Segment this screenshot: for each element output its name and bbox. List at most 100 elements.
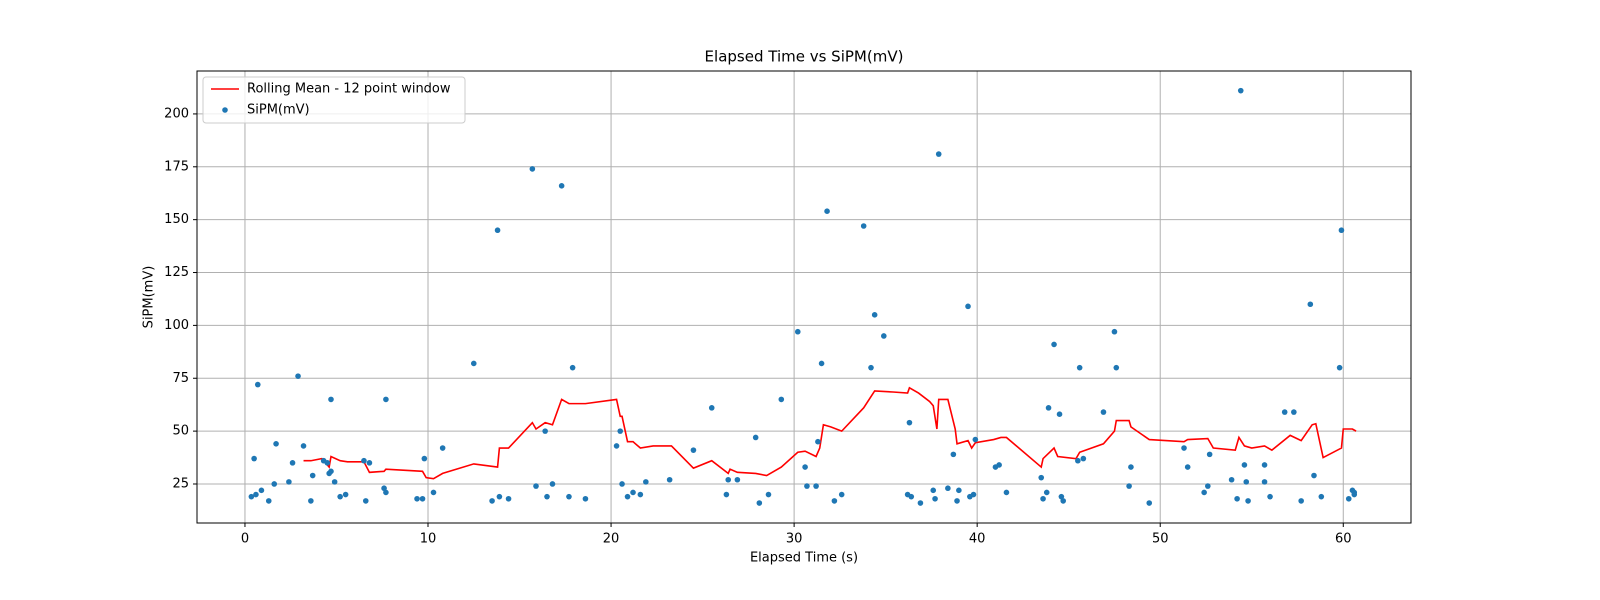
data-point <box>1298 498 1304 504</box>
y-tick-label: 100 <box>164 318 189 333</box>
data-point <box>414 495 420 502</box>
data-point <box>752 434 759 441</box>
data-point <box>383 396 389 403</box>
data-point <box>1058 493 1065 500</box>
data-point <box>860 223 867 229</box>
data-point <box>956 487 962 494</box>
data-point <box>932 495 938 502</box>
y-axis-label: SiPM(mV) <box>142 266 157 329</box>
legend-label: SiPM(mV) <box>247 103 310 118</box>
data-point <box>965 303 971 310</box>
data-point <box>295 373 301 379</box>
data-point <box>430 489 437 496</box>
data-point <box>908 493 915 500</box>
data-point <box>1100 409 1107 415</box>
data-point <box>725 476 732 483</box>
data-point <box>831 498 838 504</box>
data-point <box>1040 495 1046 502</box>
data-point <box>1234 495 1240 502</box>
data-point <box>954 498 960 504</box>
data-point <box>1038 474 1045 481</box>
data-point <box>529 166 536 172</box>
data-point <box>328 396 334 403</box>
data-point <box>533 483 539 489</box>
data-point <box>258 487 265 494</box>
data-point <box>1184 464 1191 470</box>
data-point <box>613 443 620 449</box>
data-point <box>1076 364 1083 371</box>
data-point <box>1338 227 1345 234</box>
data-point <box>723 491 730 498</box>
data-point <box>765 491 772 498</box>
data-point <box>690 447 697 453</box>
data-point <box>439 445 446 451</box>
data-point <box>286 479 292 485</box>
x-tick-label: 30 <box>786 532 803 547</box>
data-point <box>366 460 373 466</box>
data-point <box>630 489 636 496</box>
data-point <box>756 500 763 506</box>
data-point <box>544 493 550 500</box>
data-point <box>838 491 845 498</box>
data-point <box>972 436 979 443</box>
x-tick-label: 50 <box>1152 532 1169 547</box>
data-point <box>619 481 625 487</box>
data-point <box>362 498 369 504</box>
legend-marker <box>222 107 228 113</box>
data-point <box>1261 462 1268 468</box>
data-point <box>361 457 367 464</box>
rolling-mean-line <box>303 386 1357 480</box>
data-point <box>383 489 389 496</box>
data-point <box>930 487 937 494</box>
data-point <box>996 462 1002 468</box>
data-point <box>251 455 257 462</box>
data-point <box>470 360 477 367</box>
data-point <box>802 464 808 470</box>
data-point <box>558 183 565 189</box>
data-point <box>1336 364 1343 371</box>
data-point <box>1245 498 1251 504</box>
y-tick-label: 175 <box>164 159 189 174</box>
data-point <box>419 495 426 502</box>
data-point <box>273 441 279 447</box>
x-tick-label: 10 <box>420 532 437 547</box>
x-tick-label: 20 <box>603 532 620 547</box>
data-point <box>1261 479 1268 485</box>
data-point <box>1111 328 1118 335</box>
legend-label: Rolling Mean - 12 point window <box>247 82 451 97</box>
data-point <box>1311 472 1317 479</box>
data-point <box>1206 451 1213 458</box>
data-point <box>1060 498 1067 504</box>
data-point <box>254 381 261 388</box>
data-point <box>1351 489 1358 496</box>
data-point <box>1075 457 1081 464</box>
legend-box <box>202 76 466 124</box>
data-point <box>328 468 334 475</box>
data-point <box>1128 464 1134 470</box>
data-point <box>1267 493 1273 500</box>
data-point <box>906 419 913 426</box>
y-tick-label: 50 <box>172 424 189 439</box>
data-point <box>582 495 589 502</box>
data-point <box>308 498 314 504</box>
data-point <box>381 485 387 492</box>
data-point <box>617 428 624 434</box>
data-point <box>1281 409 1288 415</box>
data-point <box>1291 409 1297 415</box>
data-point <box>549 481 556 487</box>
data-point <box>1003 489 1010 496</box>
data-point <box>496 493 503 500</box>
data-point <box>815 438 821 445</box>
data-point <box>1241 462 1248 468</box>
data-point <box>489 498 495 504</box>
data-point <box>1243 479 1250 485</box>
data-point <box>1307 301 1314 308</box>
data-point <box>945 485 951 492</box>
x-axis-label: Elapsed Time (s) <box>750 551 858 566</box>
data-point <box>1318 493 1325 500</box>
y-tick-label: 25 <box>172 476 189 491</box>
data-point <box>868 364 874 371</box>
y-tick-label: 150 <box>164 212 189 227</box>
data-point <box>1181 445 1187 451</box>
